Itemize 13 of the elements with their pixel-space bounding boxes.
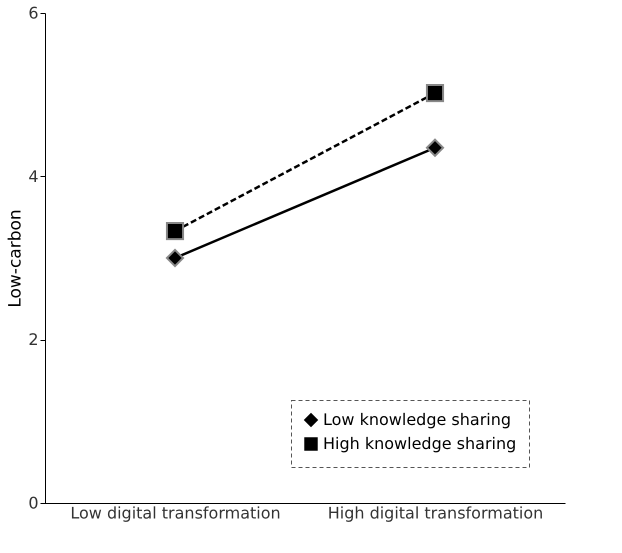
legend-label: High knowledge sharing bbox=[323, 434, 516, 453]
y-tick-label: 6 bbox=[28, 4, 38, 22]
y-tick-label: 4 bbox=[28, 166, 38, 186]
point bbox=[426, 84, 444, 102]
x-tick-label: Low digital transformation bbox=[70, 504, 281, 522]
point bbox=[166, 222, 184, 240]
point bbox=[426, 138, 444, 157]
y-tick-label: 2 bbox=[28, 330, 38, 350]
y-axis-title: Low-carbon bbox=[5, 209, 26, 308]
point bbox=[166, 248, 184, 268]
x-tick-label: High digital transformation bbox=[328, 504, 544, 522]
legend-label: Low knowledge sharing bbox=[323, 410, 512, 429]
y-tick-label: 0 bbox=[28, 494, 38, 512]
